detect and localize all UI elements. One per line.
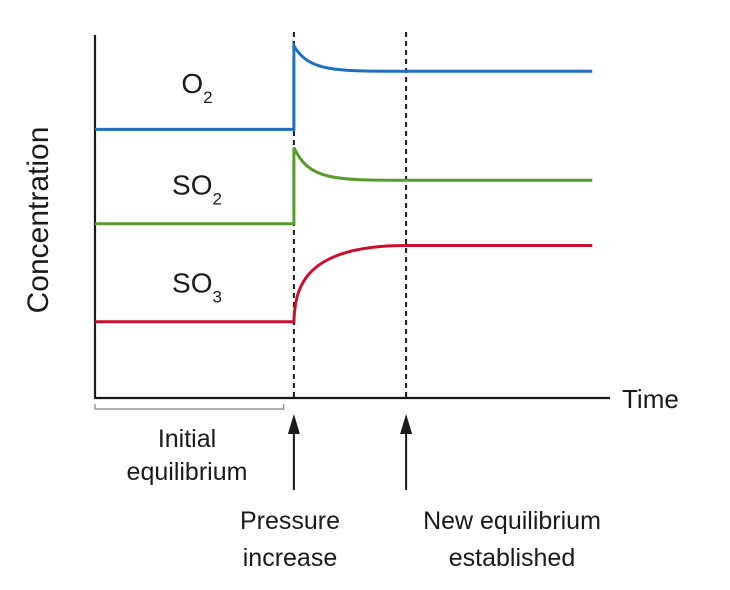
series-label-o2-species: O — [181, 68, 203, 99]
series-label-so2: SO2 — [172, 170, 222, 209]
series-label-so3-sub: 3 — [213, 288, 222, 307]
new-equilibrium-label-line-2: established — [449, 544, 575, 572]
new-equilibrium-arrow-icon — [400, 414, 413, 434]
new-equilibrium-label-line-1: New equilibrium — [423, 507, 601, 535]
pressure-increase-label-line-2: increase — [243, 544, 338, 572]
series-label-o2: O2 — [181, 68, 212, 107]
series-label-o2-sub: 2 — [203, 88, 212, 107]
series-label-so3-species: SO — [172, 268, 212, 299]
series-line-o2 — [95, 40, 593, 131]
pressure-increase-label-line-1: Pressure — [240, 507, 340, 535]
series-line-so2 — [95, 146, 593, 226]
initial-equilibrium-bracket — [94, 404, 285, 410]
initial-label-line-2: equilibrium — [127, 458, 248, 486]
series-label-so2-species: SO — [172, 170, 212, 201]
series-label-so2-sub: 2 — [213, 190, 222, 209]
pressure-increase-arrow-icon — [287, 414, 300, 434]
series-line-so3 — [95, 244, 593, 324]
y-axis-label: Concentration — [22, 127, 55, 314]
initial-label-line-1: Initial — [158, 425, 216, 453]
series-label-so3: SO3 — [172, 268, 222, 307]
x-axis-label: Time — [622, 384, 679, 414]
